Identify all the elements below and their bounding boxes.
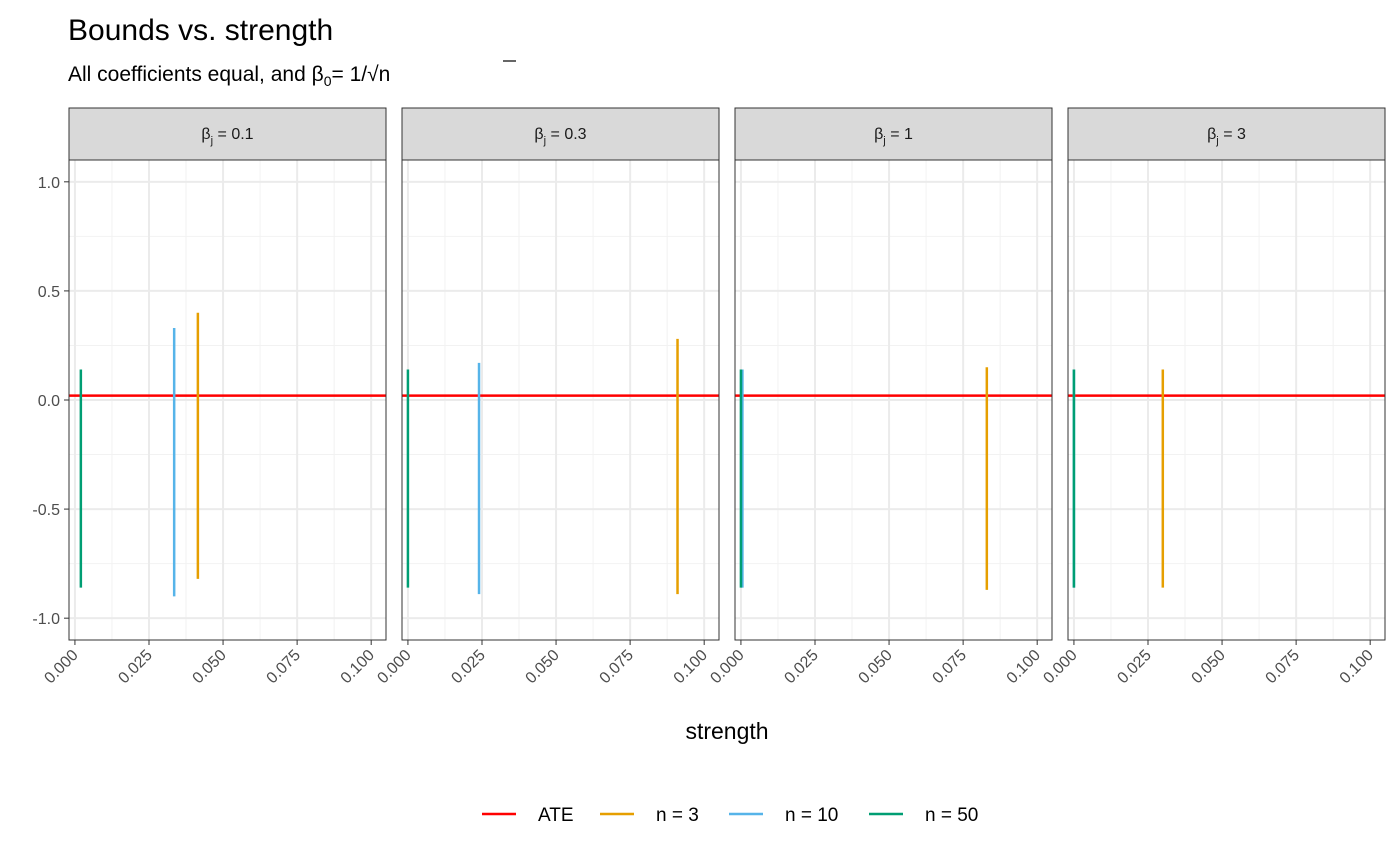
panel-border — [401, 159, 720, 641]
x-tick-label: 0.075 — [597, 647, 637, 687]
strip-beta: β — [874, 126, 883, 143]
strip-beta-subscript: j — [210, 135, 213, 147]
facet-strip-label: βj = 1 — [874, 126, 913, 147]
x-tick-label: 0.050 — [856, 647, 896, 687]
strip-label-value: = 1 — [886, 126, 913, 143]
x-tick-label: 0.100 — [671, 647, 711, 687]
facet-strip — [401, 107, 720, 161]
legend-item-n3: n = 3 — [600, 805, 699, 826]
facet-panels: βj = 0.10.000 0.025 0.050 0.075 0.100-1.0-0.… — [32, 107, 1386, 687]
facet-panel-2: βj = 0.3 0.000 0.025 0.050 0.075 0.100 — [374, 107, 720, 687]
facet-strip-label: βj = 3 — [1207, 126, 1246, 147]
legend: ATE n = 3 n = 10 n = 50 — [482, 805, 978, 826]
x-tick-label: 0.100 — [1004, 647, 1044, 687]
legend-label-n10: n = 10 — [785, 805, 838, 826]
x-tick-label: 0.075 — [264, 647, 304, 687]
x-tick-label: 0.000 — [41, 647, 81, 687]
legend-item-n50: n = 50 — [869, 805, 978, 826]
chart-title: Bounds vs. strength — [68, 14, 333, 47]
legend-item-n10: n = 10 — [729, 805, 838, 826]
subtitle-prefix: All coefficients equal, and — [68, 63, 312, 86]
legend-label-n3: n = 3 — [656, 805, 699, 826]
legend-label-ATE: ATE — [538, 805, 574, 826]
x-tick-label: 0.000 — [1040, 647, 1080, 687]
y-tick-label: 0.5 — [38, 284, 60, 301]
legend-item-ATE: ATE — [482, 805, 574, 826]
subtitle-beta-subscript: 0 — [324, 73, 332, 89]
strip-label-value: = 0.3 — [546, 126, 587, 143]
y-tick-label: -1.0 — [32, 611, 60, 628]
subtitle-equals: = 1/ — [332, 63, 368, 86]
y-tick-label: 1.0 — [38, 175, 60, 192]
strip-beta: β — [201, 126, 210, 143]
x-tick-label: 0.000 — [707, 647, 747, 687]
legend-label-n50: n = 50 — [925, 805, 978, 826]
chart-subtitle: All coefficients equal, and β0= 1/√n — [68, 63, 390, 89]
x-tick-label: 0.025 — [448, 647, 488, 687]
x-tick-label: 0.050 — [190, 647, 230, 687]
x-tick-label: 0.050 — [523, 647, 563, 687]
facet-strip — [1067, 107, 1386, 161]
facet-panel-4: βj = 3 0.000 0.025 0.050 0.075 0.100 — [1040, 107, 1386, 687]
subtitle-beta: β — [312, 63, 324, 86]
strip-label-value: = 0.1 — [213, 126, 254, 143]
strip-beta: β — [534, 126, 543, 143]
x-tick-label: 0.100 — [338, 647, 378, 687]
strip-label-value: = 3 — [1219, 126, 1246, 143]
y-tick-label: 0.0 — [38, 393, 60, 410]
x-tick-label: 0.100 — [1337, 647, 1377, 687]
facet-strip-label: βj = 0.3 — [534, 126, 586, 147]
x-tick-label: 0.075 — [1263, 647, 1303, 687]
strip-beta-subscript: j — [1215, 135, 1218, 147]
strip-beta-subscript: j — [543, 135, 546, 147]
x-tick-label: 0.025 — [1114, 647, 1154, 687]
strip-beta-subscript: j — [882, 135, 885, 147]
x-tick-label: 0.050 — [1189, 647, 1229, 687]
strip-beta: β — [1207, 126, 1216, 143]
x-tick-label: 0.025 — [115, 647, 155, 687]
x-tick-label: 0.000 — [374, 647, 414, 687]
facet-strip — [734, 107, 1053, 161]
facet-panel-1: βj = 0.1 0.000 0.025 0.050 0.075 0.100 -1.0 -0.… — [32, 107, 387, 687]
subtitle-sqrt-symbol: √ — [367, 63, 379, 86]
panel-border — [734, 159, 1053, 641]
subtitle-n: n — [379, 63, 391, 86]
x-tick-label: 0.025 — [781, 647, 821, 687]
y-tick-label: -0.5 — [32, 502, 60, 519]
x-axis-title: strength — [685, 718, 768, 744]
x-axis-title-group: strength — [685, 718, 768, 744]
facet-strip-label: βj = 0.1 — [201, 126, 253, 147]
facet-panel-3: βj = 1 0.000 0.025 0.050 0.075 0.100 — [707, 107, 1053, 687]
x-tick-label: 0.075 — [930, 647, 970, 687]
panel-border — [1067, 159, 1386, 641]
